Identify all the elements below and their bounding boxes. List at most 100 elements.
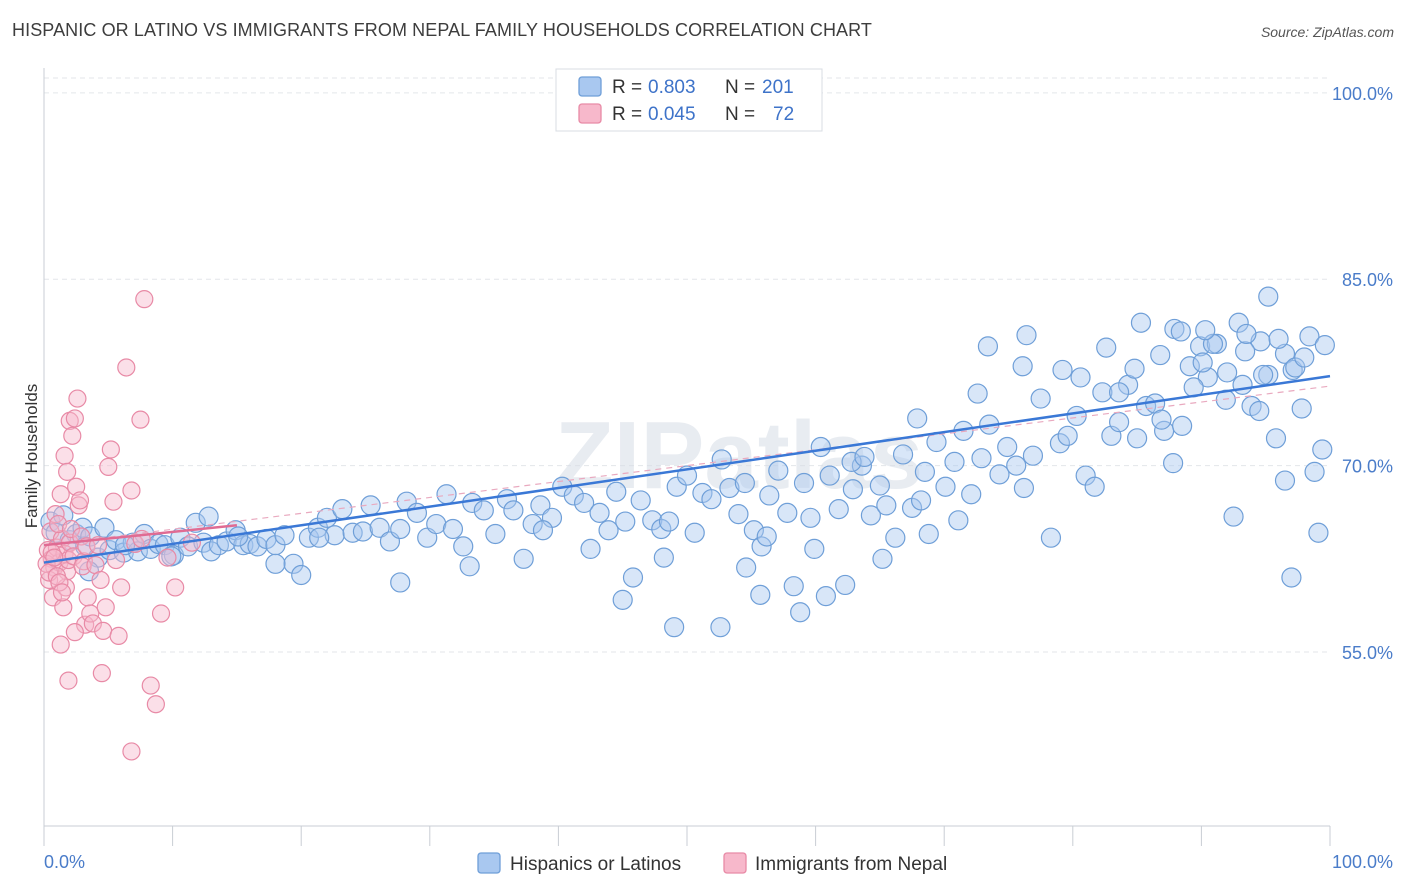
data-point-nepal bbox=[158, 548, 177, 567]
legend-r-label: R = bbox=[612, 104, 642, 125]
data-point-hispanics bbox=[580, 538, 601, 559]
data-point-hispanics bbox=[907, 408, 928, 429]
data-point-hispanics bbox=[1249, 400, 1270, 422]
data-point-hispanics bbox=[1299, 326, 1320, 347]
data-point-hispanics bbox=[804, 538, 825, 559]
data-point-hispanics bbox=[332, 499, 353, 520]
data-point-hispanics bbox=[1170, 321, 1191, 342]
data-point-hispanics bbox=[719, 477, 740, 499]
data-point-nepal bbox=[83, 614, 102, 633]
data-point-hispanics bbox=[426, 513, 447, 535]
data-point-hispanics bbox=[777, 502, 798, 523]
data-point-nepal bbox=[122, 742, 141, 761]
data-point-hispanics bbox=[612, 589, 633, 610]
data-point-hispanics bbox=[967, 383, 988, 404]
data-point-hispanics bbox=[309, 527, 330, 548]
data-point-hispanics bbox=[1096, 337, 1117, 358]
data-point-hispanics bbox=[1066, 405, 1087, 427]
data-point-nepal bbox=[122, 481, 141, 500]
legend-n-value: 201 bbox=[762, 77, 794, 98]
data-point-hispanics bbox=[606, 481, 627, 502]
data-point-hispanics bbox=[1232, 374, 1253, 395]
legend-swatch-blue bbox=[578, 76, 602, 97]
data-point-nepal bbox=[65, 623, 84, 642]
data-point-nepal bbox=[76, 615, 95, 634]
data-point-hispanics bbox=[622, 567, 644, 588]
data-point-nepal bbox=[68, 389, 87, 408]
trend-line-nepal bbox=[43, 524, 238, 547]
data-point-hispanics bbox=[989, 464, 1010, 485]
data-point-hispanics bbox=[944, 451, 965, 473]
data-point-nepal bbox=[166, 578, 185, 597]
data-point-hispanics bbox=[728, 504, 749, 525]
data-point-hispanics bbox=[485, 523, 506, 545]
data-point-hispanics bbox=[459, 556, 480, 577]
data-point-hispanics bbox=[1013, 477, 1035, 499]
data-point-hispanics bbox=[872, 548, 893, 569]
data-point-nepal bbox=[151, 604, 171, 623]
data-point-hispanics bbox=[352, 521, 374, 542]
data-point-hispanics bbox=[1258, 286, 1279, 307]
data-point-hispanics bbox=[948, 510, 969, 531]
data-point-hispanics bbox=[750, 584, 771, 605]
data-point-hispanics bbox=[914, 461, 936, 482]
data-point-nepal bbox=[59, 671, 78, 690]
data-point-hispanics bbox=[759, 485, 780, 506]
data-point-hispanics bbox=[589, 502, 610, 523]
data-point-hispanics bbox=[842, 479, 863, 500]
data-point-nepal bbox=[51, 485, 70, 504]
y-tick-label: 70.0% bbox=[1342, 457, 1393, 477]
data-point-hispanics bbox=[658, 511, 680, 532]
trend-lines bbox=[43, 374, 1331, 564]
data-point-nepal bbox=[78, 588, 97, 607]
data-point-nepal bbox=[55, 446, 74, 465]
data-point-hispanics bbox=[869, 475, 891, 496]
data-point-hispanics bbox=[522, 513, 543, 535]
data-point-hispanics bbox=[1274, 343, 1296, 364]
data-point-hispanics bbox=[997, 436, 1018, 458]
data-point-hispanics bbox=[615, 511, 636, 532]
chart-title: HISPANIC OR LATINO VS IMMIGRANTS FROM NE… bbox=[12, 20, 873, 40]
data-point-hispanics bbox=[342, 522, 363, 543]
data-point-hispanics bbox=[390, 518, 411, 540]
data-point-hispanics bbox=[1057, 425, 1078, 446]
data-point-hispanics bbox=[819, 465, 840, 486]
data-point-hispanics bbox=[324, 525, 345, 546]
legend-n-label: N = bbox=[725, 104, 755, 125]
data-point-hispanics bbox=[1294, 347, 1315, 368]
data-point-hispanics bbox=[598, 520, 619, 541]
data-point-hispanics bbox=[935, 476, 956, 497]
data-point-hispanics bbox=[283, 553, 304, 574]
data-point-hispanics bbox=[1281, 567, 1302, 588]
legend-r-value: 0.803 bbox=[648, 77, 696, 98]
data-point-hispanics bbox=[1108, 382, 1130, 403]
data-point-hispanics bbox=[1235, 341, 1256, 362]
data-point-hispanics bbox=[574, 492, 595, 514]
axes bbox=[43, 68, 1331, 846]
data-point-nepal bbox=[117, 358, 136, 377]
data-point-hispanics bbox=[1012, 356, 1033, 377]
data-point-hispanics bbox=[684, 522, 705, 543]
series-hispanics-or-latinos bbox=[40, 286, 1335, 638]
data-point-hispanics bbox=[1291, 398, 1312, 419]
data-point-hispanics bbox=[1179, 356, 1200, 377]
data-point-nepal bbox=[135, 290, 154, 309]
data-point-nepal bbox=[112, 578, 131, 597]
data-point-hispanics bbox=[442, 518, 464, 540]
data-point-nepal bbox=[61, 519, 81, 539]
y-axis-label: Family Households bbox=[22, 384, 41, 529]
data-point-hispanics bbox=[736, 557, 757, 578]
legend-n-label: N = bbox=[725, 77, 755, 98]
data-point-nepal bbox=[99, 457, 118, 476]
data-point-hispanics bbox=[1022, 445, 1044, 466]
data-point-nepal bbox=[45, 548, 64, 567]
data-point-hispanics bbox=[768, 460, 789, 481]
data-point-hispanics bbox=[453, 536, 474, 557]
data-point-hispanics bbox=[793, 472, 815, 494]
data-point-nepal bbox=[65, 409, 84, 428]
data-point-hispanics bbox=[161, 546, 182, 567]
legend-bottom: Hispanics or Latinos Immigrants from Nep… bbox=[477, 852, 947, 875]
data-point-hispanics bbox=[815, 586, 836, 607]
data-point-hispanics bbox=[406, 502, 428, 523]
